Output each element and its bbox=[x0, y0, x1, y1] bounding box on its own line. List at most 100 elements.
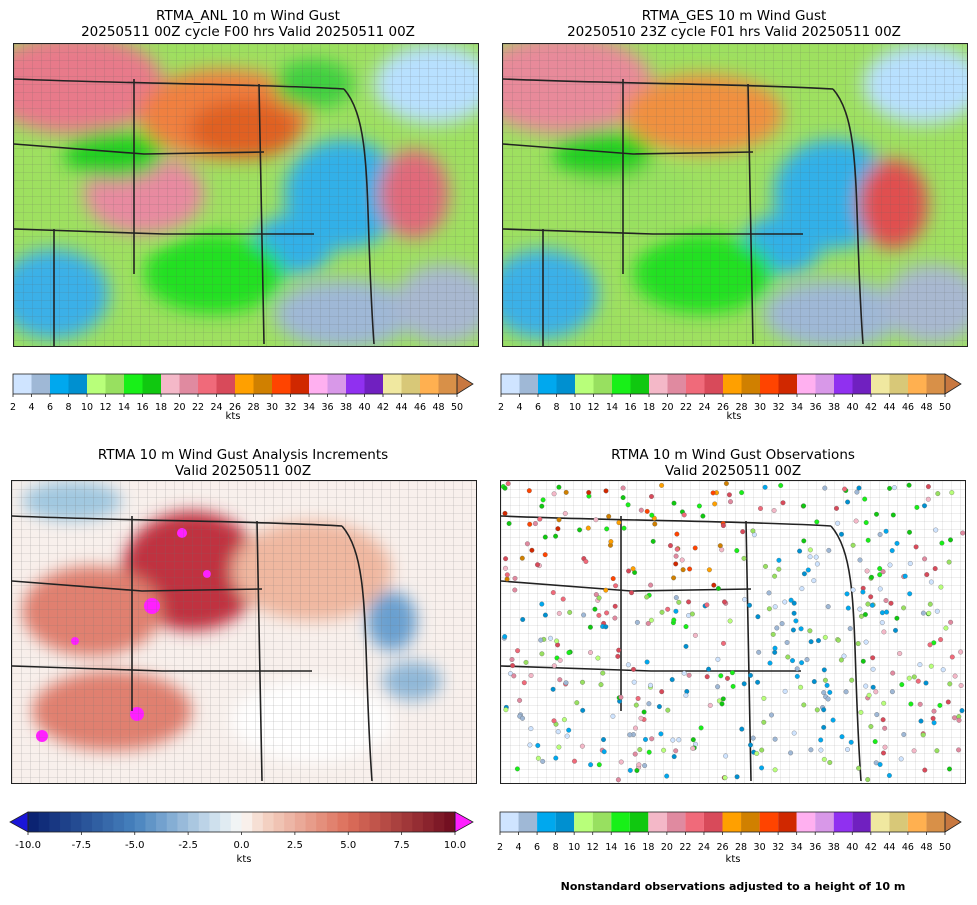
obs-station-dot bbox=[671, 575, 677, 581]
obs-station-dot bbox=[644, 659, 650, 665]
obs-station-dot bbox=[907, 529, 912, 535]
anl-colorbar-swatch bbox=[235, 374, 254, 394]
obs-station-dot bbox=[881, 629, 887, 635]
obs-station-dot bbox=[917, 662, 923, 668]
inc-colorbar-swatch bbox=[230, 812, 242, 832]
obs-station-dot bbox=[634, 619, 640, 625]
ges-colorbar-swatch bbox=[575, 374, 594, 394]
ges-colorbar-swatch bbox=[815, 374, 834, 394]
anl-colorbar-tick-label: 16 bbox=[136, 402, 149, 413]
obs-station-dot bbox=[553, 533, 559, 539]
obs-station-dot bbox=[556, 610, 562, 616]
anl-colorbar-swatch bbox=[13, 374, 32, 394]
obs-station-dot bbox=[556, 744, 562, 750]
obs-station-dot bbox=[913, 544, 919, 550]
obs-station-dot bbox=[761, 695, 767, 701]
obs-station-dot bbox=[646, 701, 652, 707]
ges-colorbar-tick-label: 22 bbox=[679, 402, 693, 413]
obs-station-dot bbox=[788, 597, 794, 603]
obs-station-dot bbox=[728, 499, 733, 505]
obs-station-dot bbox=[519, 555, 525, 561]
anl-colorbar-swatch bbox=[68, 374, 87, 394]
obs-station-dot bbox=[930, 715, 936, 721]
obs-station-dot bbox=[925, 484, 931, 490]
obs-station-dot bbox=[766, 606, 772, 612]
obs-station-dot bbox=[557, 657, 563, 663]
obs-colorbar-tick-label: 4 bbox=[515, 842, 522, 853]
ges-colorbar-tick-label: 18 bbox=[642, 402, 656, 413]
obs-title-line2: Valid 20250511 00Z bbox=[664, 463, 802, 479]
anl-colorbar-tick-label: 50 bbox=[450, 402, 464, 413]
obs-station-dot bbox=[502, 510, 508, 516]
obs-station-dot bbox=[759, 765, 765, 771]
obs-station-dot bbox=[841, 653, 847, 659]
obs-station-dot bbox=[908, 701, 914, 707]
obs-station-dot bbox=[850, 587, 856, 593]
obs-station-dot bbox=[797, 548, 803, 554]
inc-colorbar-svg bbox=[9, 811, 474, 835]
anl-colorbar-swatch bbox=[105, 374, 124, 394]
obs-station-dot bbox=[931, 720, 937, 726]
obs-colorbar-tick-label: 8 bbox=[552, 842, 559, 853]
obs-station-dot bbox=[726, 492, 732, 498]
obs-station-dot bbox=[503, 556, 509, 562]
obs-colorbar-swatch bbox=[629, 812, 649, 832]
obs-station-dot bbox=[537, 516, 543, 522]
obs-station-dot bbox=[821, 667, 827, 673]
obs-station-dot bbox=[588, 650, 593, 655]
obs-station-dot bbox=[958, 649, 964, 655]
obs-station-dot bbox=[927, 642, 933, 648]
ges-colorbar-swatch bbox=[593, 374, 612, 394]
obs-station-dot bbox=[865, 537, 871, 543]
anl-colorbar-tick-label: 46 bbox=[413, 402, 427, 413]
obs-station-dot bbox=[638, 507, 644, 513]
obs-colorbar-tick-label: 48 bbox=[920, 842, 933, 853]
obs-station-dot bbox=[645, 621, 651, 626]
obs-colorbar-tick-label: 2 bbox=[496, 842, 504, 853]
anl-colorbar-swatch bbox=[124, 374, 143, 394]
inc-title: RTMA 10 m Wind Gust Analysis Increments … bbox=[10, 447, 476, 479]
obs-station-dot bbox=[807, 628, 813, 634]
obs-station-dot bbox=[535, 562, 540, 568]
anl-colorbar-tick-label: 40 bbox=[358, 402, 371, 413]
inc-colorbar-swatch bbox=[273, 812, 285, 832]
obs-station-dot bbox=[952, 673, 958, 679]
obs-station-dot bbox=[593, 592, 599, 598]
ges-colorbar-swatch bbox=[852, 374, 871, 394]
anl-title-line1: RTMA_ANL 10 m Wind Gust bbox=[156, 8, 340, 24]
obs-station-dot bbox=[670, 737, 676, 743]
inc-colorbar-swatch bbox=[358, 812, 371, 832]
ges-colorbar-tick-label: 28 bbox=[735, 402, 748, 413]
obs-station-dot bbox=[772, 645, 778, 651]
obs-colorbar-swatch bbox=[703, 812, 723, 832]
obs-station-dot bbox=[887, 485, 893, 491]
obs-station-dot bbox=[780, 500, 786, 506]
obs-station-dot bbox=[897, 651, 903, 656]
obs-colorbar-swatch bbox=[666, 812, 686, 832]
obs-station-dot bbox=[750, 735, 756, 741]
inc-colorbar-swatch bbox=[390, 812, 403, 832]
ges-colorbar-swatch bbox=[501, 374, 520, 394]
obs-station-dot bbox=[855, 641, 861, 647]
inc-colorbar-swatch bbox=[188, 812, 200, 832]
obs-station-dot bbox=[630, 566, 636, 572]
obs-station-dot bbox=[856, 765, 862, 771]
anl-colorbar-swatch bbox=[87, 374, 106, 394]
obs-station-dot bbox=[801, 571, 807, 577]
obs-colorbar-tick-label: 26 bbox=[716, 842, 729, 853]
obs-station-dot bbox=[673, 595, 679, 601]
obs-station-dot bbox=[934, 748, 940, 754]
obs-station-dot bbox=[801, 503, 807, 509]
obs-station-dot bbox=[540, 497, 546, 503]
obs-station-dot bbox=[863, 520, 869, 526]
obs-station-dot bbox=[742, 597, 748, 602]
obs-station-dot bbox=[850, 542, 856, 548]
obs-station-dots bbox=[501, 481, 965, 783]
obs-station-dot bbox=[791, 610, 797, 616]
ges-colorbar-tick-label: 46 bbox=[901, 402, 915, 413]
ges-colorbar-tick-label: 20 bbox=[661, 402, 674, 413]
obs-station-dot bbox=[528, 673, 534, 678]
inc-colorbar-swatch bbox=[412, 812, 424, 832]
obs-station-dot bbox=[862, 612, 868, 617]
anl-colorbar-tick-label: 32 bbox=[284, 402, 297, 413]
